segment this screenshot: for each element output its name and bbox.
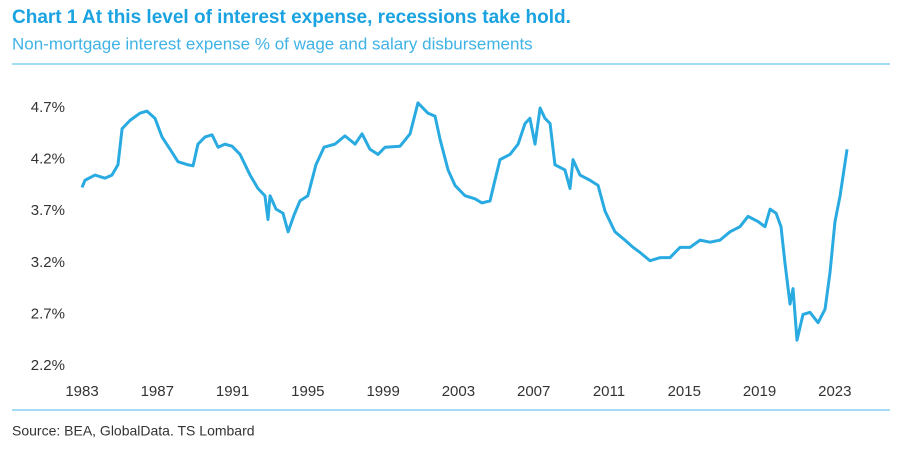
x-tick-label: 1987 <box>141 383 174 400</box>
y-tick-label: 3.2% <box>31 254 65 271</box>
chart-title: Chart 1 At this level of interest expens… <box>12 7 571 28</box>
x-tick-label: 1999 <box>366 383 399 400</box>
x-tick-label: 2003 <box>442 383 475 400</box>
x-tick-label: 2023 <box>818 383 851 400</box>
x-tick-label: 1995 <box>291 383 324 400</box>
source-note: Source: BEA, GlobalData. TS Lombard <box>12 423 255 439</box>
y-tick-label: 4.7% <box>31 99 65 116</box>
x-tick-label: 2007 <box>517 383 550 400</box>
x-tick-label: 2015 <box>668 383 701 400</box>
y-tick-label: 2.7% <box>31 305 65 322</box>
x-tick-label: 2011 <box>593 383 625 400</box>
x-tick-label: 1991 <box>216 383 249 400</box>
y-tick-label: 3.7% <box>31 202 65 219</box>
data-line <box>80 101 849 342</box>
chart-subtitle: Non-mortgage interest expense % of wage … <box>12 34 533 53</box>
y-tick-label: 2.2% <box>31 357 65 374</box>
y-tick-label: 4.2% <box>31 151 65 168</box>
x-tick-label: 2019 <box>743 383 776 400</box>
x-tick-label: 1983 <box>65 383 98 400</box>
